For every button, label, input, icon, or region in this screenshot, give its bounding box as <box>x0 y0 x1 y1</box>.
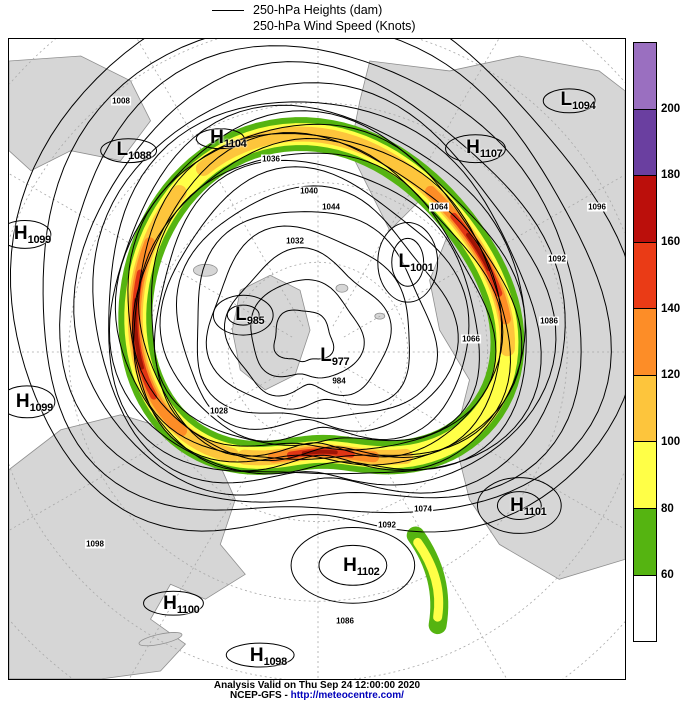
colorbar-cell-80-100 <box>634 442 656 509</box>
weather-map: 1008 1036 1040 1044 1032 1064 1092 1086 984 1066 1… <box>8 38 626 680</box>
colorbar-tick-160: 160 <box>661 236 680 248</box>
map-canvas <box>9 39 625 679</box>
colorbar-cell-160-180 <box>634 176 656 243</box>
meteocentre-link[interactable]: http://meteocentre.com/ <box>290 689 404 701</box>
height-contour-line-icon <box>212 9 244 11</box>
colorbar-cell-60-80 <box>634 508 656 576</box>
colorbar-tick-80: 80 <box>661 502 674 515</box>
analysis-valid-text: Analysis Valid on Thu Sep 24 12:00:00 20… <box>213 680 421 691</box>
colorbar-tick-180: 180 <box>661 169 680 182</box>
colorbar-cell-200 <box>634 43 656 110</box>
colorbar-cell-120-140 <box>634 309 656 376</box>
colorbar-cell-180-200 <box>634 109 656 177</box>
legend-heights-label: 250-hPa Heights (dam) <box>253 3 383 17</box>
colorbar-tick-140: 140 <box>661 302 680 315</box>
legend-heights-row: 250-hPa Heights (dam) <box>212 2 416 18</box>
colorbar-cell-140-160 <box>634 242 656 310</box>
colorbar-cell-100-120 <box>634 375 656 443</box>
map-legend: 250-hPa Heights (dam) 250-hPa Wind Speed… <box>212 2 416 34</box>
colorbar-tick-120: 120 <box>661 369 680 382</box>
colorbar-tick-labels: 200 180 160 140 120 100 80 60 <box>661 42 680 642</box>
legend-wind-row: 250-hPa Wind Speed (Knots) <box>212 18 416 34</box>
wind-speed-colorbar <box>633 42 657 642</box>
legend-wind-label: 250-hPa Wind Speed (Knots) <box>253 19 416 33</box>
colorbar-cell-60 <box>634 575 656 642</box>
colorbar-tick-200: 200 <box>661 102 680 115</box>
map-footer: Analysis Valid on Thu Sep 24 12:00:00 20… <box>8 681 626 700</box>
height-contour-layer <box>9 39 625 668</box>
colorbar-tick-60: 60 <box>661 569 674 582</box>
source-line: NCEP-GFS - http://meteocentre.com/ <box>8 689 626 701</box>
model-name: NCEP-GFS - <box>230 689 291 701</box>
colorbar-tick-100: 100 <box>661 436 680 448</box>
